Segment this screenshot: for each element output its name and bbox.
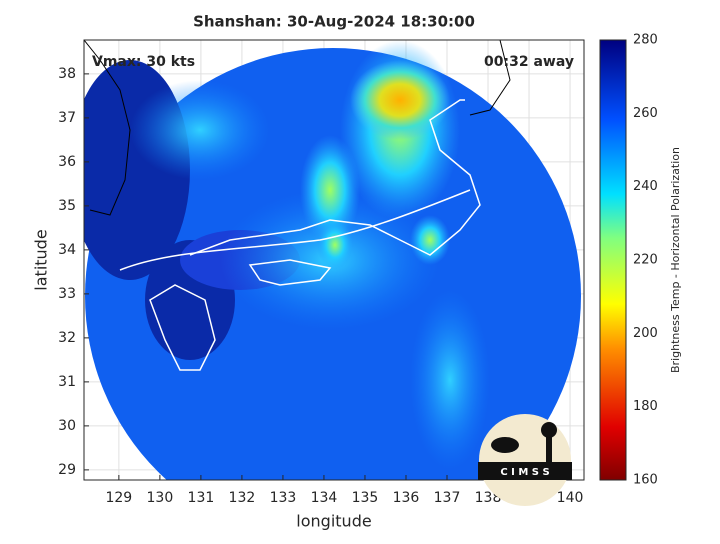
plot-frame bbox=[83, 39, 585, 481]
title: Shanshan: 30-Aug-2024 18:30:00 bbox=[193, 13, 475, 31]
colorbar-tick-label: 240 bbox=[633, 179, 658, 194]
ticks: 1291301311321331341351361371381391402930… bbox=[58, 33, 658, 507]
colorbar-tick-label: 220 bbox=[633, 253, 658, 268]
x-tick-label: 129 bbox=[105, 490, 132, 506]
colorbar-tick-label: 280 bbox=[633, 33, 658, 48]
x-axis-label: longitude bbox=[296, 512, 371, 531]
colorbar-tick-label: 160 bbox=[633, 473, 658, 488]
x-tick-label: 137 bbox=[434, 490, 461, 506]
y-axis-label: latitude bbox=[32, 229, 51, 290]
x-tick-label: 135 bbox=[352, 490, 379, 506]
x-tick-label: 130 bbox=[147, 490, 174, 506]
logo-text: C I M S S bbox=[500, 467, 549, 478]
x-tick-label: 133 bbox=[270, 490, 297, 506]
y-tick-label: 32 bbox=[58, 330, 76, 346]
logo: C I M S S bbox=[478, 414, 572, 506]
swath bbox=[84, 40, 581, 480]
y-tick-label: 36 bbox=[58, 154, 76, 170]
y-tick-label: 38 bbox=[58, 66, 76, 82]
x-tick-label: 136 bbox=[393, 490, 420, 506]
x-tick-label: 132 bbox=[229, 490, 256, 506]
colorbar-label: Brightness Temp - Horizontal Polarizatio… bbox=[669, 147, 682, 373]
x-tick-label: 140 bbox=[557, 490, 584, 506]
y-tick-label: 33 bbox=[58, 286, 76, 302]
time-away-label: 00:32 away bbox=[484, 54, 574, 70]
y-tick-label: 30 bbox=[58, 418, 76, 434]
colorbar-tick-label: 200 bbox=[633, 326, 658, 341]
y-tick-label: 31 bbox=[58, 374, 76, 390]
x-tick-label: 134 bbox=[311, 490, 338, 506]
colorbar-tick-label: 260 bbox=[633, 106, 658, 121]
y-tick-label: 35 bbox=[58, 198, 76, 214]
colorbar bbox=[599, 39, 627, 481]
y-tick-label: 37 bbox=[58, 110, 76, 126]
vmax-label: Vmax: 30 kts bbox=[92, 54, 195, 70]
colorbar-tick-label: 180 bbox=[633, 399, 658, 414]
y-tick-label: 34 bbox=[58, 242, 76, 258]
x-tick-label: 131 bbox=[188, 490, 215, 506]
y-tick-label: 29 bbox=[58, 462, 76, 478]
